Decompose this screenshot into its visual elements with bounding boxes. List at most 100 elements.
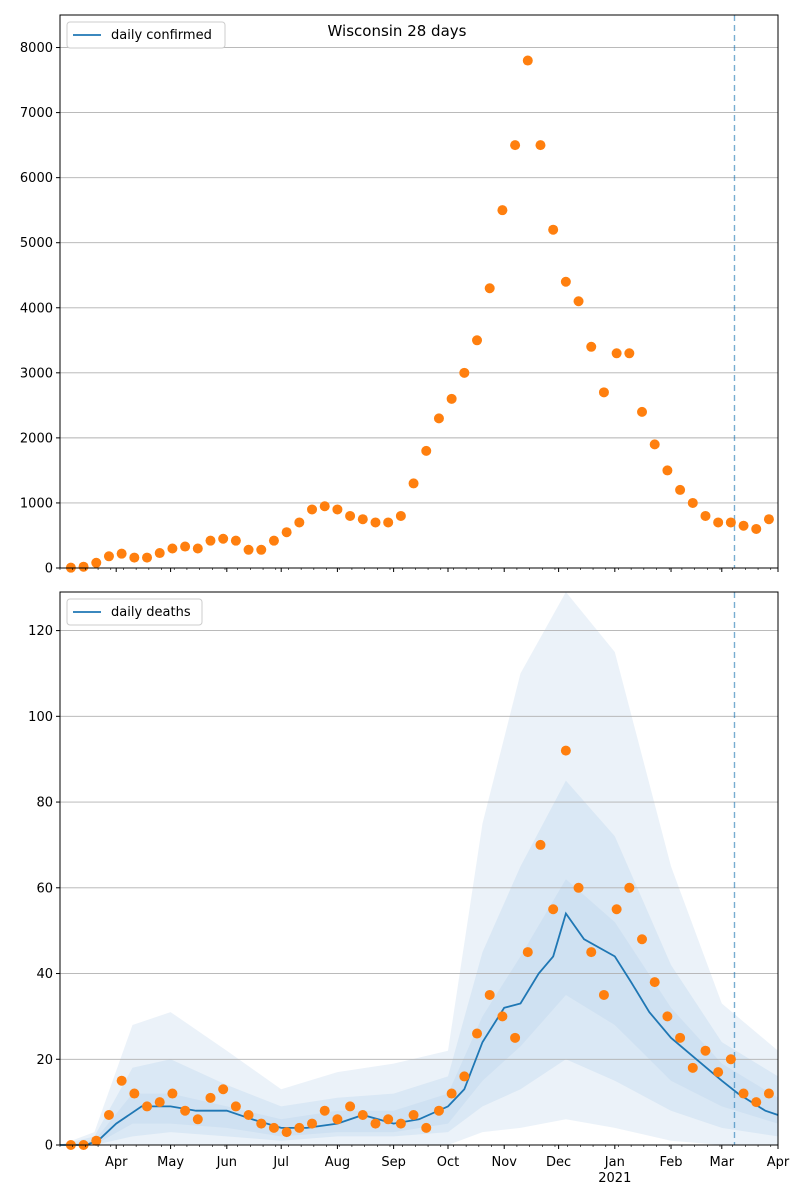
bot-x-tick-year-label: 2021 xyxy=(598,1171,631,1186)
top-y-tick-label: 3000 xyxy=(20,366,53,381)
top-y-tick-label: 7000 xyxy=(20,106,53,121)
bot-y-tick-label: 120 xyxy=(28,624,53,639)
bot-point xyxy=(345,1101,356,1112)
bot-point xyxy=(535,839,546,850)
deaths-legend-label: daily deaths xyxy=(111,605,191,620)
top-point xyxy=(421,445,432,456)
top-point xyxy=(256,544,267,555)
top-y-tick-label: 5000 xyxy=(20,236,53,251)
top-point xyxy=(472,335,483,346)
bot-point xyxy=(129,1088,140,1099)
bot-point xyxy=(649,977,660,988)
bot-point xyxy=(205,1092,216,1103)
bot-point xyxy=(408,1109,419,1120)
bot-point xyxy=(142,1101,153,1112)
top-point xyxy=(192,543,203,554)
confirmed-legend: daily confirmed xyxy=(66,21,226,49)
bot-y-tick-label: 40 xyxy=(36,967,53,982)
bot-x-tick-label: Feb xyxy=(660,1155,683,1170)
bot-point xyxy=(497,1011,508,1022)
bot-point xyxy=(522,947,533,958)
bot-point xyxy=(675,1032,686,1043)
top-point xyxy=(624,348,635,359)
bot-x-tick-label: Mar xyxy=(710,1155,735,1170)
top-point xyxy=(218,533,229,544)
bot-point xyxy=(370,1118,381,1129)
top-point xyxy=(560,276,571,287)
top-point xyxy=(129,552,140,563)
bot-point xyxy=(395,1118,406,1129)
top-point xyxy=(78,561,89,572)
top-point xyxy=(484,283,495,294)
deaths-legend-box xyxy=(66,598,203,626)
top-point xyxy=(103,551,114,562)
top-point xyxy=(307,504,318,515)
bot-point xyxy=(281,1127,292,1138)
bot-point xyxy=(598,989,609,1000)
bot-point xyxy=(218,1084,229,1095)
bot-point xyxy=(103,1109,114,1120)
confirmed-points xyxy=(65,55,774,573)
bot-point xyxy=(294,1122,305,1133)
deaths-panel: 0 20 40 60 80 100 120 Apr May Jun Jul Aug Sep Oct Nov… xyxy=(28,591,790,1186)
bot-point xyxy=(180,1105,191,1116)
top-point xyxy=(319,501,330,512)
top-point xyxy=(637,406,648,417)
top-point xyxy=(675,484,686,495)
bot-point xyxy=(611,904,622,915)
bot-y-tick-label: 20 xyxy=(36,1053,53,1068)
top-y-tick-label: 6000 xyxy=(20,171,53,186)
top-point xyxy=(459,367,470,378)
bot-point xyxy=(357,1109,368,1120)
bot-x-tick-label: Jan xyxy=(604,1155,625,1170)
bot-point xyxy=(725,1054,736,1065)
confirmed-legend-box xyxy=(66,21,226,49)
confirmed-panel: 0 1000 2000 3000 4000 5000 6000 7000 8000 Wiscon… xyxy=(20,14,779,577)
top-point xyxy=(713,517,724,528)
top-point xyxy=(345,510,356,521)
top-y-tick-label: 0 xyxy=(45,562,53,577)
deaths-points xyxy=(65,745,774,1150)
bot-point xyxy=(484,989,495,1000)
bot-x-tick-label: Oct xyxy=(437,1155,459,1170)
top-point xyxy=(180,541,191,552)
confirmed-axes-frame xyxy=(59,14,779,569)
top-point xyxy=(357,514,368,525)
bot-point xyxy=(91,1135,102,1146)
bot-point xyxy=(560,745,571,756)
deaths-trend-line xyxy=(60,911,779,1146)
bot-x-tick-label: Jun xyxy=(216,1155,237,1170)
bot-point xyxy=(548,904,559,915)
bot-point xyxy=(510,1032,521,1043)
deaths-band-mid xyxy=(60,780,778,1145)
top-point xyxy=(383,517,394,528)
top-point xyxy=(281,527,292,538)
confirmed-x-ticks xyxy=(59,568,779,572)
bot-point xyxy=(383,1114,394,1125)
deaths-legend: daily deaths xyxy=(66,598,203,626)
bot-y-tick-label: 100 xyxy=(28,710,53,725)
top-point xyxy=(700,510,711,521)
top-y-tick-label: 4000 xyxy=(20,301,53,316)
deaths-gridlines xyxy=(60,630,778,1060)
top-y-tick-label: 1000 xyxy=(20,496,53,511)
top-point xyxy=(763,514,774,525)
bot-point xyxy=(421,1122,432,1133)
top-point xyxy=(573,296,584,307)
deaths-axes-frame xyxy=(59,591,779,1146)
top-point xyxy=(91,557,102,568)
bot-x-tick-label: May xyxy=(157,1155,184,1170)
bot-point xyxy=(700,1045,711,1056)
bot-point xyxy=(230,1101,241,1112)
top-point xyxy=(370,517,381,528)
top-point xyxy=(294,517,305,528)
bot-point xyxy=(332,1114,343,1125)
bot-point xyxy=(167,1088,178,1099)
top-point xyxy=(751,523,762,534)
bot-point xyxy=(763,1088,774,1099)
bot-point xyxy=(459,1071,470,1082)
top-point xyxy=(510,140,521,151)
bot-x-tick-label: Apr xyxy=(105,1155,128,1170)
